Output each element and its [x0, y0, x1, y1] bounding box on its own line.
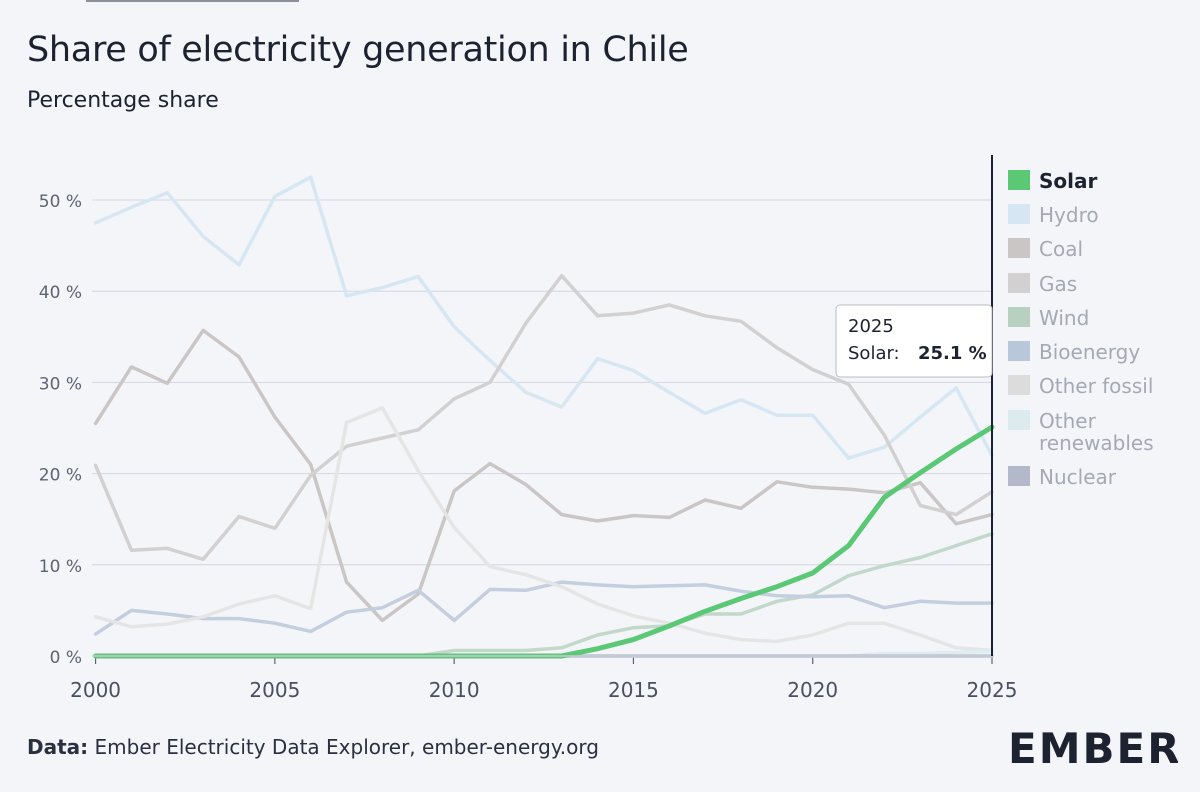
legend-label-bioenergy: Bioenergy [1039, 340, 1140, 364]
series-line-bioenergy [93, 580, 994, 636]
y-axis-ticks: 0 % 10 % 20 % 30 % 40 % 50 % [39, 192, 82, 668]
chart-title: Share of electricity generation in Chile [27, 30, 689, 70]
legend-label-wind: Wind [1039, 306, 1089, 330]
data-source: Data: Ember Electricity Data Explorer, e… [27, 735, 599, 759]
series-line-coal [93, 328, 994, 623]
y-tick-label: 10 % [39, 557, 82, 577]
legend-swatch-nuclear [1008, 466, 1030, 486]
x-tick-label: 2020 [787, 678, 838, 702]
legend-label-nuclear: Nuclear [1039, 465, 1117, 489]
ember-logo: EMBER [1008, 727, 1178, 767]
legend-label-other-renewables: Other [1039, 409, 1097, 433]
legend-swatch-other-fossil [1008, 375, 1030, 395]
x-tick-label: 2025 [967, 678, 1018, 702]
legend: Solar Hydro Coal Gas Wind Bioenergy Other foss… [1008, 169, 1154, 489]
legend-label-solar: Solar [1039, 169, 1097, 193]
data-source-label: Data: [27, 735, 89, 759]
tooltip: 2025 Solar: 25.1 % [835, 304, 993, 378]
legend-label-other-renewables: renewables [1039, 431, 1154, 455]
data-source-text: Ember Electricity Data Explorer, ember-e… [94, 735, 599, 759]
x-axis-ticks: 2000 2005 2010 2015 2020 2025 [70, 656, 1017, 702]
legend-swatch-other-renewables [1008, 410, 1030, 430]
series-lines [93, 175, 995, 659]
series-line-gas [93, 273, 994, 562]
legend-swatch-hydro [1008, 204, 1030, 224]
y-tick-label: 40 % [39, 283, 82, 303]
legend-label-coal: Coal [1039, 237, 1083, 261]
tooltip-year: 2025 [848, 316, 894, 337]
chart-subtitle: Percentage share [27, 88, 219, 113]
legend-swatch-coal [1008, 238, 1030, 258]
legend-swatch-solar [1008, 170, 1030, 190]
legend-swatch-gas [1008, 273, 1030, 293]
x-tick-label: 2015 [608, 678, 659, 702]
y-tick-label: 0 % [50, 648, 82, 668]
x-tick-label: 2000 [70, 678, 121, 702]
top-accent-bar [86, 0, 299, 2]
y-tick-label: 30 % [39, 374, 82, 394]
x-tick-label: 2005 [249, 678, 300, 702]
legend-label-gas: Gas [1039, 272, 1077, 296]
tooltip-value: 25.1 % [918, 343, 987, 364]
tooltip-series-label: Solar: [848, 343, 900, 364]
legend-label-hydro: Hydro [1039, 203, 1099, 227]
series-line-other-fossil [93, 406, 994, 653]
y-tick-label: 20 % [39, 466, 82, 486]
x-tick-label: 2010 [429, 678, 480, 702]
series-line-hydro [93, 175, 994, 460]
legend-swatch-wind [1008, 307, 1030, 327]
logo-text: EMBER [1008, 727, 1178, 767]
y-tick-label: 50 % [39, 192, 82, 212]
series-line-wind [93, 532, 994, 658]
legend-label-other-fossil: Other fossil [1039, 374, 1153, 398]
line-chart: 0 % 10 % 20 % 30 % 40 % 50 % 2000 2005 2010 2015… [39, 155, 1154, 702]
legend-swatch-bioenergy [1008, 341, 1030, 361]
